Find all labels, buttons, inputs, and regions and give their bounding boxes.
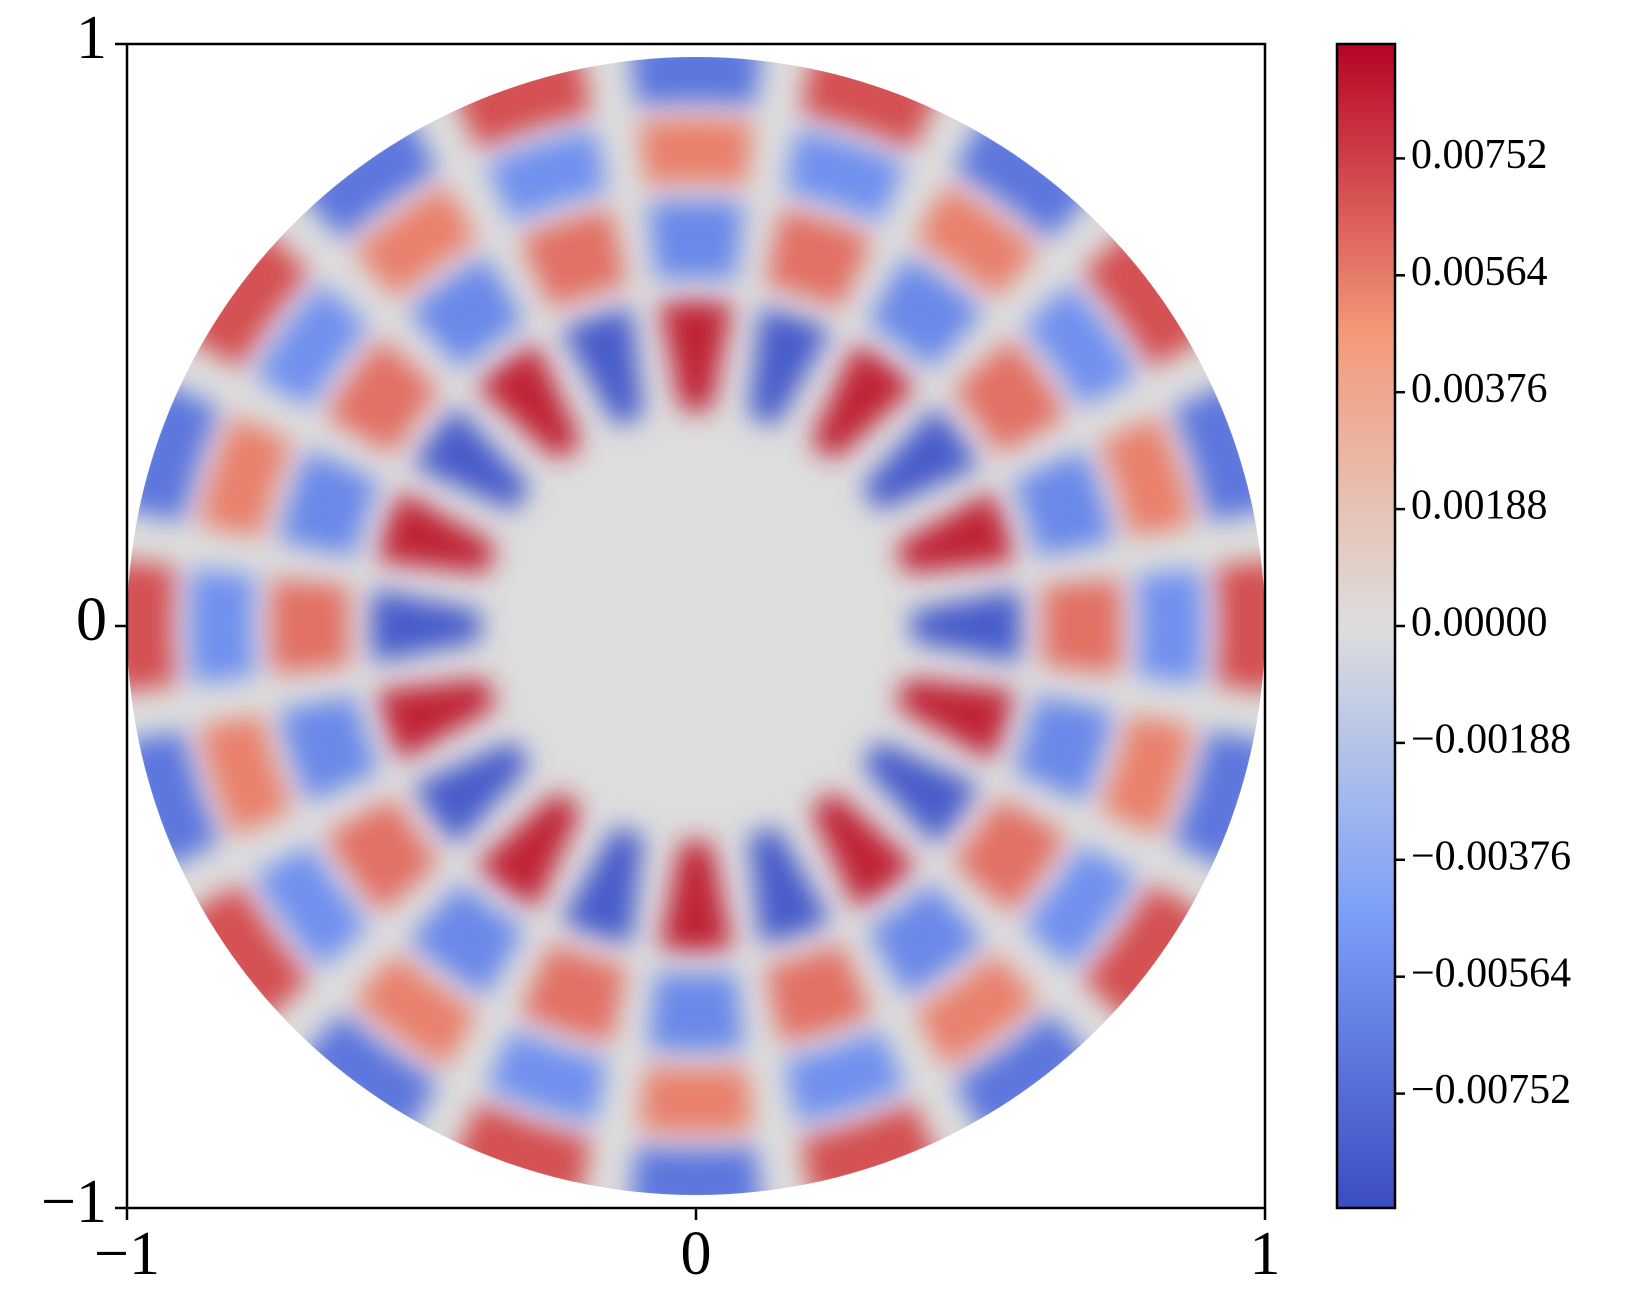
colorbar-tick-label: 0.00564 — [1411, 249, 1548, 295]
heatmap-cell — [325, 338, 440, 455]
heatmap-cell — [1081, 883, 1209, 1024]
heatmap-cell — [485, 129, 608, 223]
heatmap-cell — [1215, 559, 1265, 693]
heatmap-cell — [353, 952, 478, 1068]
colorbar-tick-label: −0.00752 — [1411, 1067, 1571, 1113]
heatmap-cell — [353, 184, 478, 300]
colorbar-tick-label: 0.00376 — [1411, 366, 1548, 412]
colorbar-tick-label: −0.00376 — [1411, 833, 1571, 879]
y-tick-label: 0 — [76, 586, 107, 654]
heatmap-cell — [953, 113, 1094, 241]
colorbar — [1335, 42, 1397, 1210]
colorbar-tick-label: 0.00752 — [1411, 132, 1548, 178]
heatmap-cell — [476, 343, 582, 461]
heatmap-cell — [254, 844, 370, 969]
heatmap-cell — [1022, 844, 1138, 969]
heatmap-cell — [1012, 449, 1114, 557]
heatmap-cell — [638, 119, 754, 186]
heatmap-cell — [371, 589, 481, 663]
heatmap-cell — [298, 113, 439, 241]
x-tick-label: 1 — [1250, 1220, 1281, 1288]
heatmap-cell — [1042, 577, 1122, 675]
heatmap — [127, 57, 1265, 1195]
heatmap-cell — [199, 415, 293, 538]
heatmap-cell — [748, 826, 831, 945]
heatmap-cell — [254, 283, 370, 408]
heatmap-cell — [408, 882, 525, 997]
heatmap-cell — [1099, 714, 1193, 837]
heatmap-cell — [519, 208, 627, 310]
heatmap-cell — [561, 307, 644, 426]
heatmap-cell — [183, 228, 311, 369]
heatmap-cell — [519, 942, 627, 1044]
heatmap-cell — [914, 952, 1039, 1068]
y-tick-label: −1 — [41, 1168, 107, 1236]
heatmap-cell — [298, 1011, 439, 1139]
heatmap-cell — [765, 942, 873, 1044]
heatmap-cell — [867, 255, 984, 370]
colorbar-tick-label: 0.00000 — [1411, 600, 1548, 646]
heatmap-cell — [325, 797, 440, 914]
heatmap-cell — [629, 57, 763, 107]
heatmap-cell — [647, 972, 745, 1052]
heatmap-cell — [784, 129, 907, 223]
heatmap-cell — [1022, 283, 1138, 408]
heatmap-cell — [896, 678, 1015, 761]
heatmap-cell — [1136, 568, 1203, 684]
heatmap-cell — [810, 343, 916, 461]
colorbar-tick-label: −0.00564 — [1411, 950, 1571, 996]
heatmap-cell — [784, 1029, 907, 1123]
heatmap-cell — [127, 559, 177, 693]
heatmap-cell — [638, 1066, 754, 1133]
heatmap-cell — [861, 740, 979, 846]
y-tick-label: 1 — [76, 4, 107, 72]
heatmap-cell — [896, 491, 1015, 574]
heatmap-cell — [561, 826, 644, 945]
heatmap-cell — [914, 184, 1039, 300]
heatmap-cell — [408, 255, 525, 370]
colorbar-tick-label: −0.00188 — [1411, 717, 1571, 763]
heatmap-cell — [810, 791, 916, 909]
heatmap-cell — [413, 406, 531, 512]
colorbar-tick-label: 0.00188 — [1411, 483, 1548, 529]
heatmap-cell — [953, 1011, 1094, 1139]
heatmap-cell — [867, 882, 984, 997]
x-tick-label: −1 — [94, 1220, 160, 1288]
heatmap-cell — [377, 491, 496, 574]
heatmap-cell — [476, 791, 582, 909]
heatmap-cell — [270, 577, 350, 675]
heatmap-cell — [1012, 695, 1114, 803]
disk-background — [127, 57, 1265, 1195]
heatmap-cell — [659, 841, 733, 951]
heatmap-cell — [183, 883, 311, 1024]
heatmap-cell — [911, 589, 1021, 663]
x-tick-label: 0 — [681, 1220, 712, 1288]
heatmap-cell — [278, 449, 380, 557]
heatmap-cell — [765, 208, 873, 310]
heatmap-cell — [1099, 415, 1193, 538]
heatmap-cell — [647, 200, 745, 280]
heatmap-cell — [952, 797, 1067, 914]
heatmap-cell — [199, 714, 293, 837]
heatmap-cell — [485, 1029, 608, 1123]
heatmap-cell — [659, 301, 733, 411]
heatmap-cell — [377, 678, 496, 761]
heatmap-cell — [861, 406, 979, 512]
heatmap-cell — [952, 338, 1067, 455]
heatmap-cell — [413, 740, 531, 846]
heatmap-cell — [748, 307, 831, 426]
heatmap-cell — [1081, 228, 1209, 369]
heatmap-cell — [189, 568, 256, 684]
heatmap-cell — [629, 1145, 763, 1195]
heatmap-cells — [127, 57, 1265, 1195]
heatmap-cell — [278, 695, 380, 803]
